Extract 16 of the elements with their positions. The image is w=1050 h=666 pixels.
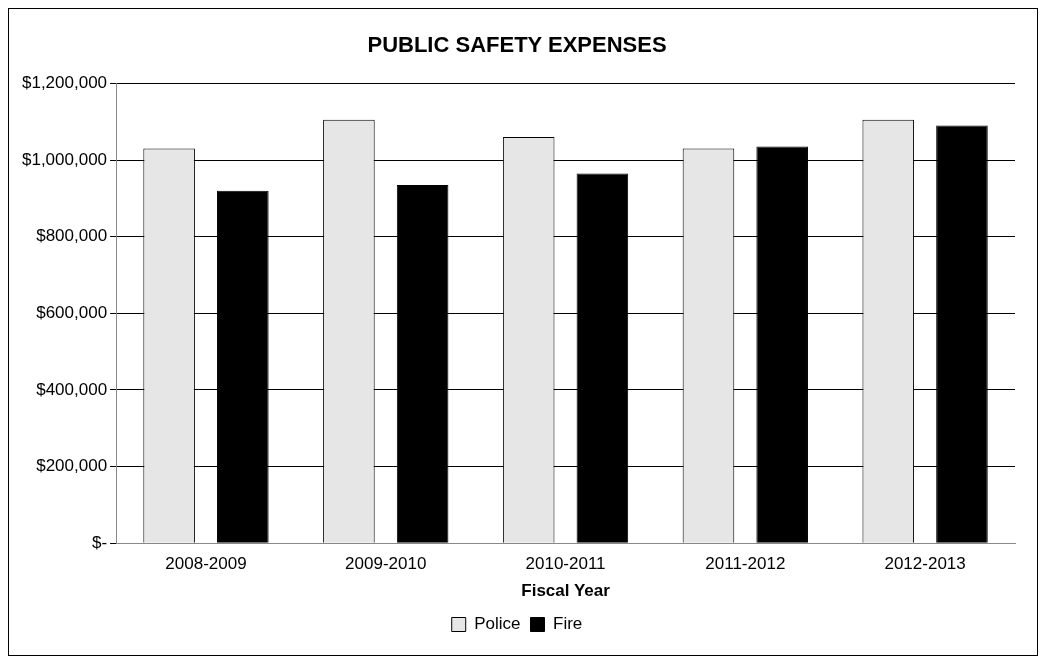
y-tick-label: $200,000: [36, 456, 108, 476]
y-tick-label: $1,000,000: [21, 149, 108, 169]
legend-label: Police: [474, 614, 521, 634]
y-tick-label: $-: [91, 532, 108, 552]
legend-label: Fire: [553, 614, 583, 634]
x-tick-label: 2008-2009: [165, 554, 247, 574]
x-axis-title: Fiscal Year: [521, 581, 611, 601]
y-tick-label: $1,200,000: [21, 73, 108, 93]
y-tick-label: $400,000: [36, 379, 108, 399]
x-tick-label: 2009-2010: [345, 554, 427, 574]
y-tick-label: $800,000: [36, 226, 108, 246]
x-tick-label: 2012-2013: [884, 554, 966, 574]
x-tick-label: 2010-2011: [525, 554, 606, 574]
chart-title: PUBLIC SAFETY EXPENSES: [367, 32, 667, 58]
y-tick-label: $600,000: [36, 302, 108, 322]
x-tick-label: 2011-2012: [705, 554, 786, 574]
